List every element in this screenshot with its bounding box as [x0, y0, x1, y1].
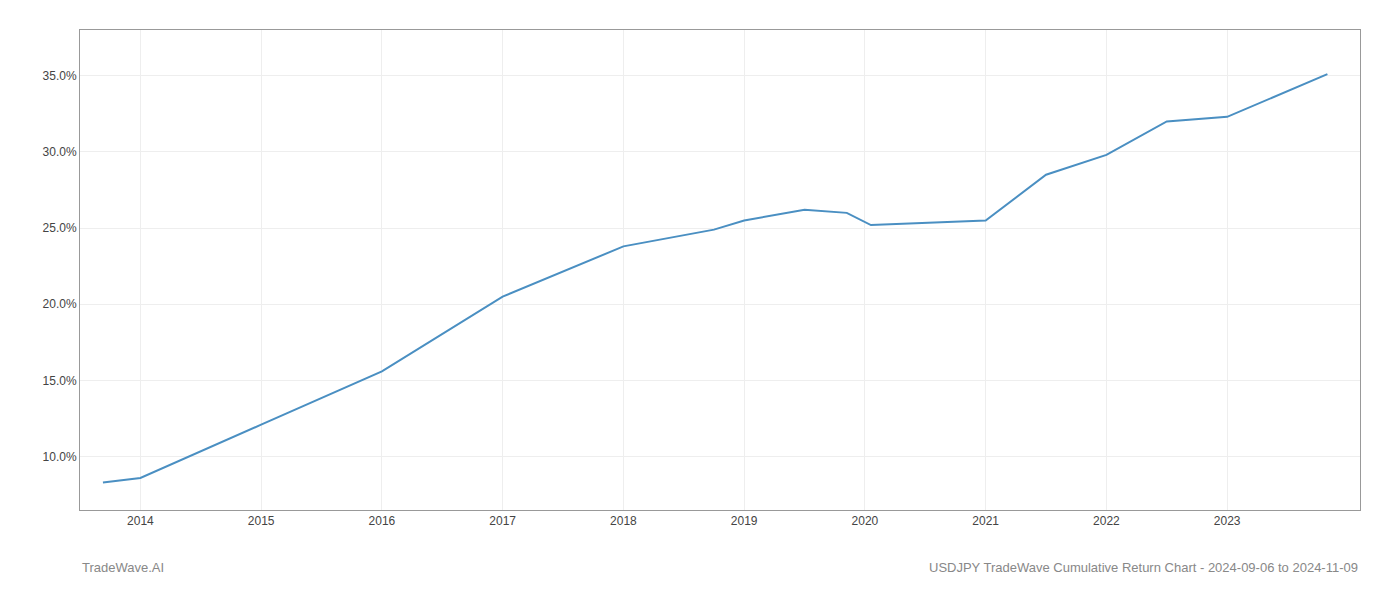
svg-text:15.0%: 15.0% — [43, 374, 77, 388]
svg-text:2018: 2018 — [610, 514, 637, 528]
svg-text:2019: 2019 — [731, 514, 758, 528]
svg-text:2023: 2023 — [1214, 514, 1241, 528]
svg-text:20.0%: 20.0% — [43, 297, 77, 311]
svg-text:2014: 2014 — [127, 514, 154, 528]
svg-text:2022: 2022 — [1093, 514, 1120, 528]
svg-text:10.0%: 10.0% — [43, 450, 77, 464]
svg-text:2020: 2020 — [852, 514, 879, 528]
svg-text:30.0%: 30.0% — [43, 145, 77, 159]
svg-text:2017: 2017 — [489, 514, 516, 528]
svg-text:25.0%: 25.0% — [43, 221, 77, 235]
svg-text:USDJPY TradeWave Cumulative Re: USDJPY TradeWave Cumulative Return Chart… — [929, 560, 1358, 575]
svg-text:2015: 2015 — [248, 514, 275, 528]
svg-text:2016: 2016 — [369, 514, 396, 528]
svg-text:35.0%: 35.0% — [43, 69, 77, 83]
svg-text:TradeWave.AI: TradeWave.AI — [82, 560, 164, 575]
svg-text:2021: 2021 — [972, 514, 999, 528]
